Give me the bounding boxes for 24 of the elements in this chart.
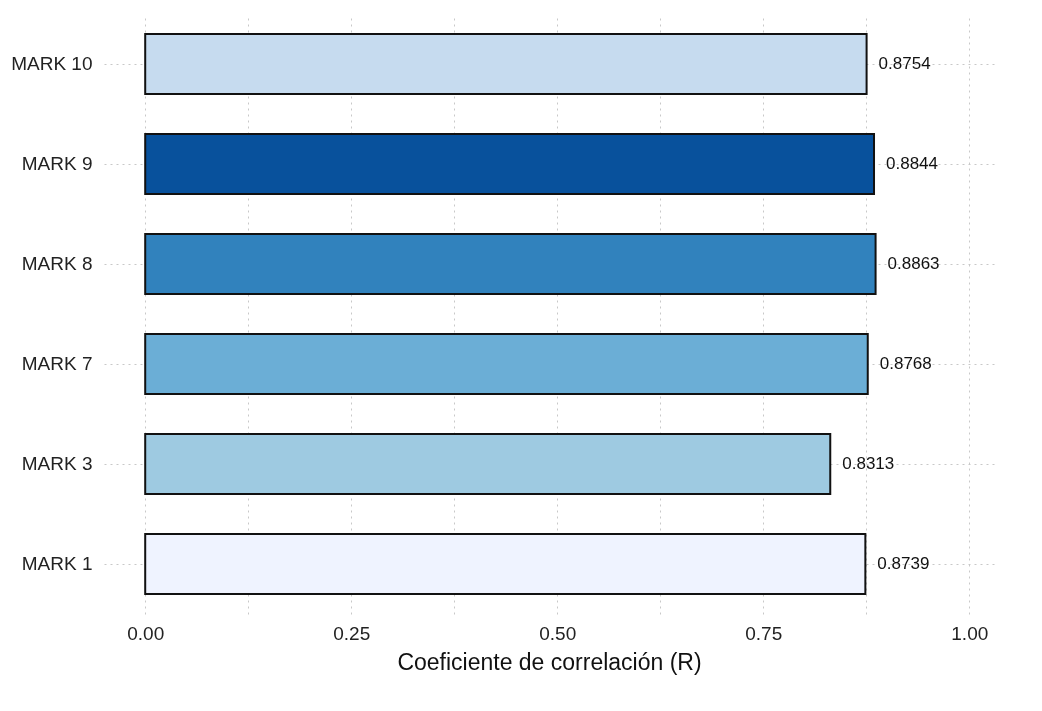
data-label: 0.8754	[878, 54, 931, 73]
x-tick-label: 0.00	[127, 622, 165, 644]
x-axis-title: Coeficiente de correlación (R)	[397, 648, 702, 675]
x-tick-label: 0.50	[539, 622, 577, 644]
data-label: 0.8863	[887, 254, 940, 273]
bar	[144, 433, 832, 495]
x-tick-label: 0.25	[333, 622, 371, 644]
y-tick-label: MARK 3	[21, 453, 93, 474]
x-tick-label: 0.75	[745, 622, 783, 644]
data-label: 0.8739	[877, 554, 930, 573]
bar	[144, 333, 869, 395]
bar	[144, 33, 868, 95]
y-tick-label: MARK 1	[21, 553, 93, 574]
y-tick-label: MARK 8	[21, 253, 93, 274]
y-tick-label: MARK 7	[21, 353, 93, 374]
bar	[144, 133, 876, 195]
y-tick-label: MARK 10	[11, 53, 93, 74]
data-label: 0.8844	[886, 154, 939, 173]
x-tick-label: 1.00	[951, 622, 989, 644]
y-tick-label: MARK 9	[21, 153, 93, 174]
bar	[144, 533, 867, 595]
bar	[144, 233, 877, 295]
data-label: 0.8313	[842, 454, 895, 473]
data-label: 0.8768	[879, 354, 932, 373]
